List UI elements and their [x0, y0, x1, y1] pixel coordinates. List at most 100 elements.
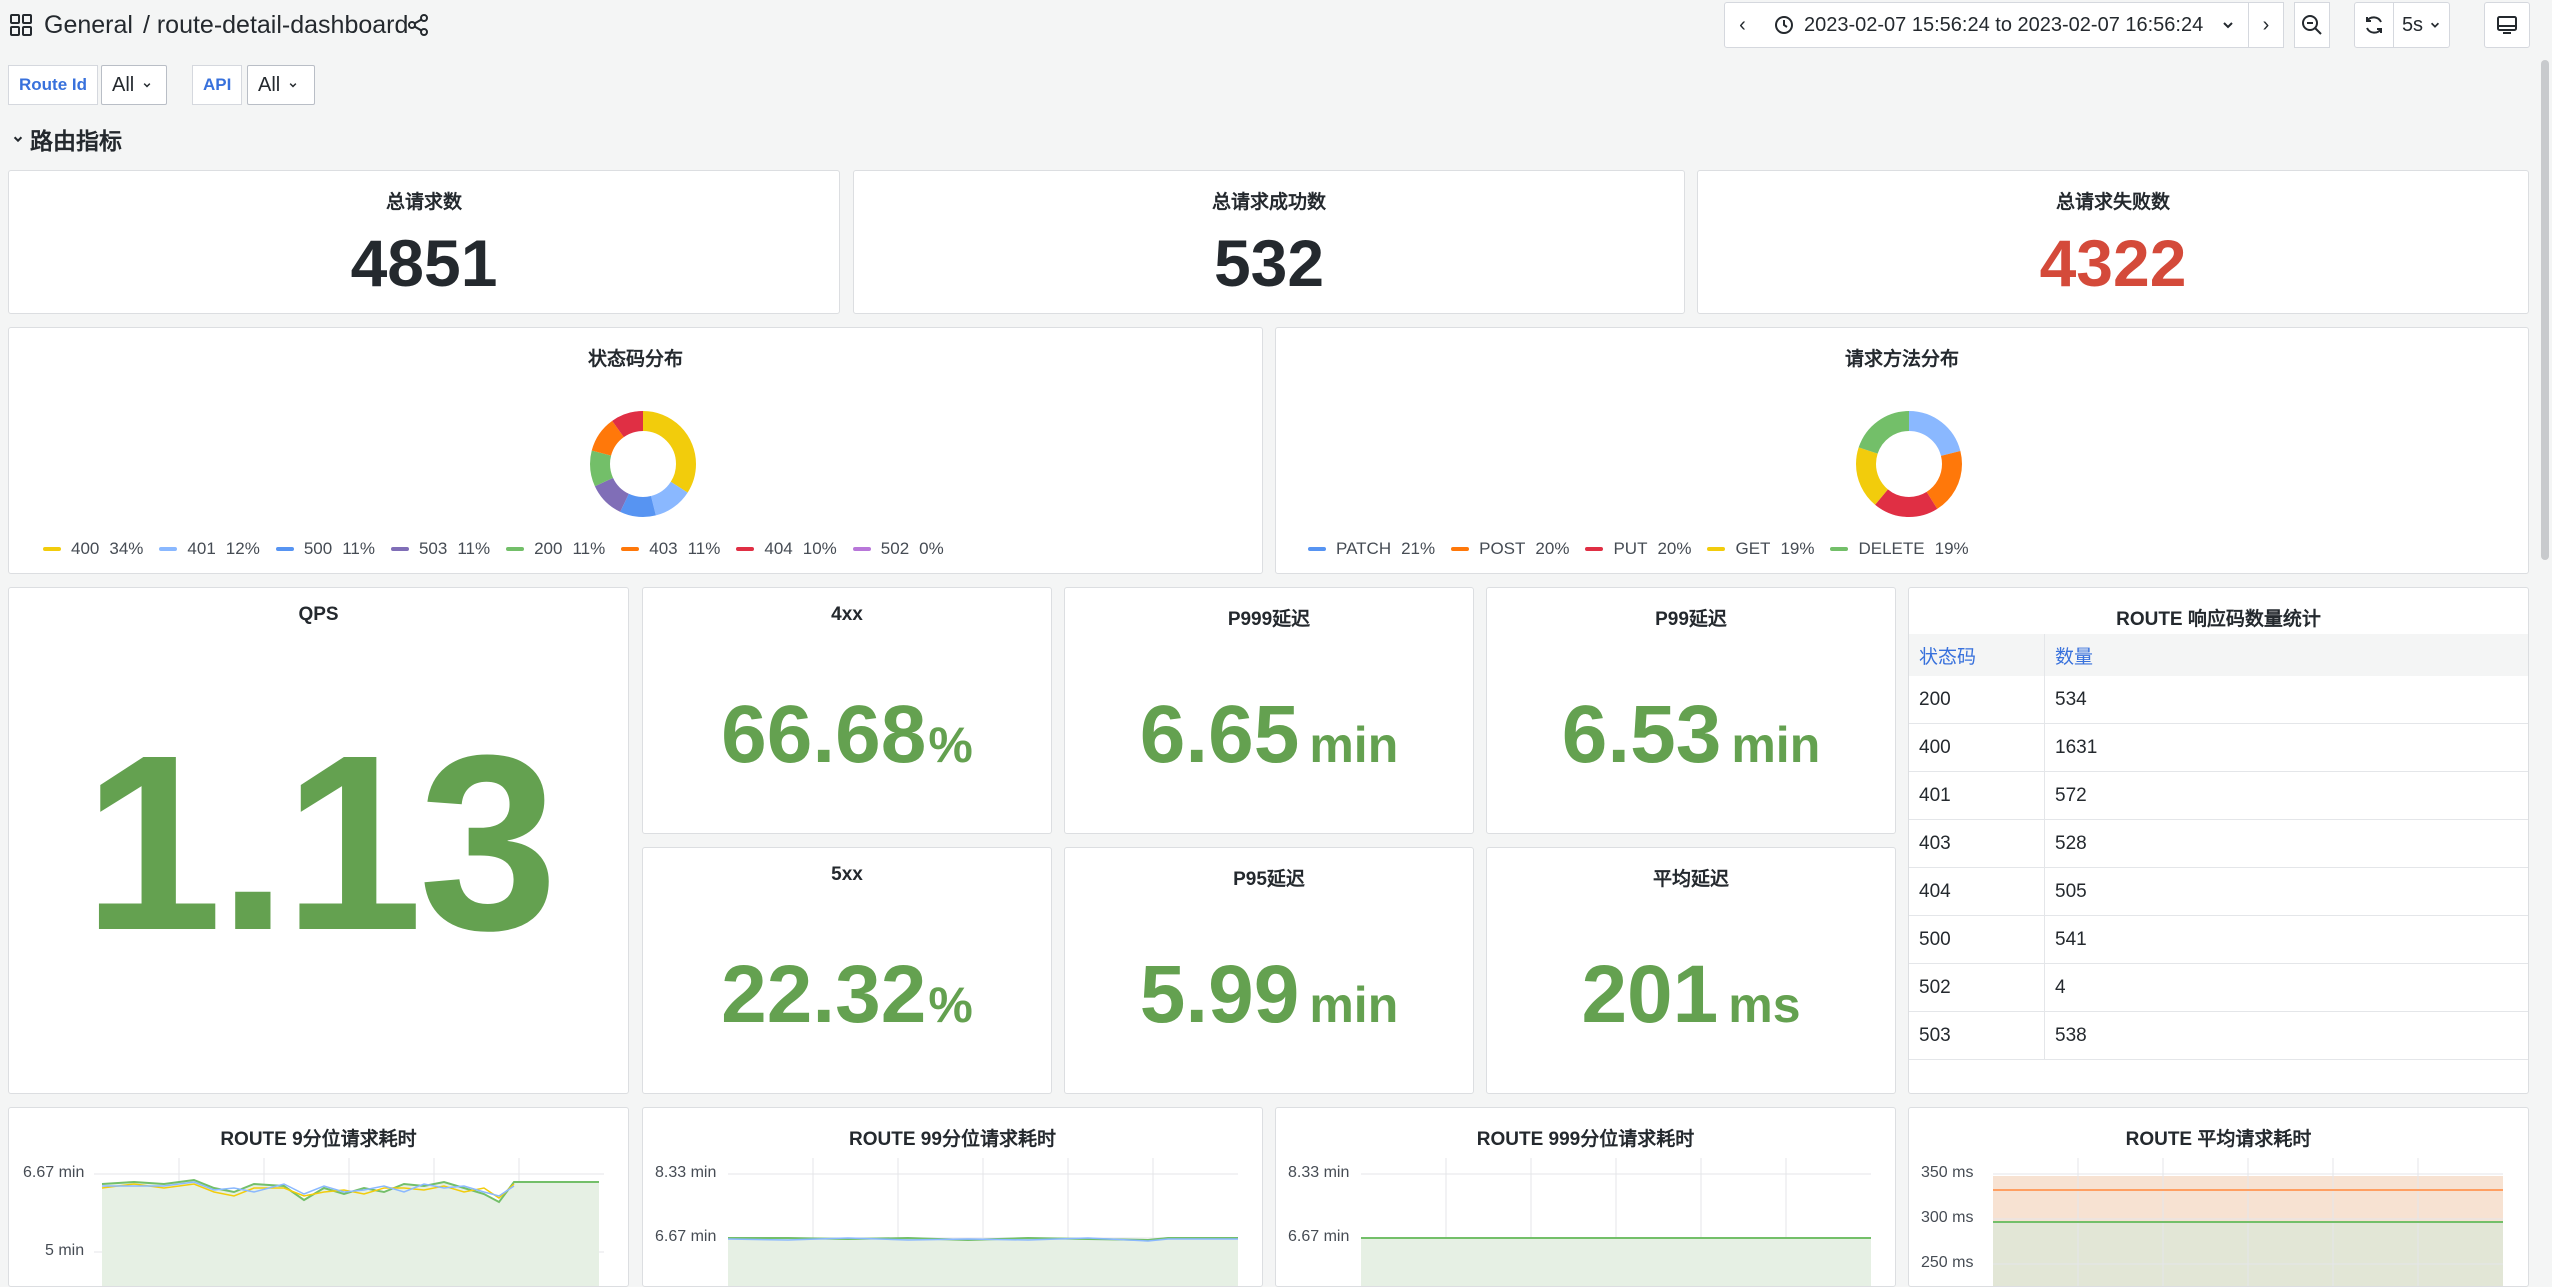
- legend-item[interactable]: PUT 20%: [1585, 539, 1691, 559]
- timeseries-plot[interactable]: [1361, 1158, 1871, 1287]
- column-header-count[interactable]: 数量: [2055, 646, 2094, 668]
- breadcrumb: General / route-detail-dashboard: [44, 11, 408, 40]
- variable-select-api[interactable]: All: [247, 65, 315, 105]
- cell-status: 403: [1909, 820, 2045, 867]
- cell-status: 503: [1909, 1012, 2045, 1059]
- refresh-interval-picker[interactable]: 5s: [2393, 2, 2450, 48]
- legend-name: DELETE: [1858, 539, 1925, 558]
- tv-mode-button[interactable]: [2484, 2, 2530, 48]
- legend-name: 404: [764, 539, 793, 558]
- y-tick-label: 8.33 min: [1288, 1164, 1350, 1181]
- apps-grid-icon[interactable]: [10, 14, 32, 36]
- time-range-picker[interactable]: 2023-02-07 15:56:24 to 2023-02-07 16:56:…: [1760, 2, 2248, 48]
- legend-pct: 20%: [1657, 539, 1692, 558]
- table-row: 404 505: [1909, 868, 2528, 916]
- legend-name: 403: [649, 539, 678, 558]
- monitor-icon: [2497, 16, 2517, 34]
- breadcrumb-dashboard[interactable]: / route-detail-dashboard: [142, 11, 409, 39]
- legend-swatch: [621, 547, 640, 551]
- legend-swatch: [390, 547, 409, 551]
- y-tick-label: 8.33 min: [655, 1164, 717, 1181]
- legend-swatch: [1308, 547, 1326, 551]
- stat-value: 4851: [350, 226, 498, 300]
- slice-200[interactable]: [590, 411, 696, 517]
- legend-item[interactable]: DELETE 19%: [1830, 539, 1969, 559]
- variable-value: All: [112, 73, 135, 96]
- panel-title: ROUTE 响应码数量统计: [2116, 609, 2321, 630]
- timeseries-plot[interactable]: [1985, 1158, 2505, 1287]
- stat-value-line: 66.68%: [643, 688, 1051, 782]
- legend-item[interactable]: 200 11%: [506, 539, 605, 559]
- panel-title: 请求方法分布: [1844, 349, 1959, 370]
- timeseries-plot[interactable]: [728, 1158, 1238, 1287]
- legend-item[interactable]: 500 11%: [275, 539, 375, 559]
- cell-count: 505: [2055, 880, 2087, 902]
- table-row: 503 538: [1909, 1012, 2528, 1060]
- chevron-down-icon: [2431, 22, 2440, 28]
- legend-item[interactable]: 502 0%: [852, 539, 944, 559]
- time-back-button[interactable]: ‹: [1724, 2, 1761, 48]
- chevron-down-icon: [289, 83, 297, 88]
- route-code-table: 状态码 数量 200 534 400 1631 401 572 403 528 404 5…: [1909, 634, 2528, 1060]
- cell-status: 400: [1909, 724, 2045, 771]
- legend-item[interactable]: 403 11%: [621, 539, 720, 559]
- legend-pct: 11%: [572, 539, 606, 558]
- panel-title: ROUTE 9分位请求耗时: [220, 1129, 417, 1150]
- legend-item[interactable]: 404 10%: [736, 539, 837, 559]
- legend-name: PATCH: [1336, 539, 1392, 558]
- slice-put[interactable]: [1856, 411, 1962, 517]
- stat-panel-total-requests: 总请求数 4851: [8, 170, 840, 314]
- series-line-2: [728, 1237, 1238, 1242]
- cell-count: 528: [2055, 832, 2087, 854]
- legend-swatch: [159, 547, 178, 551]
- refresh-button[interactable]: [2354, 2, 2394, 48]
- legend-swatch: [43, 547, 61, 551]
- slice-delete[interactable]: [1856, 411, 1962, 517]
- variable-select-route-id[interactable]: All: [101, 65, 167, 105]
- stat-value: 6.53: [1561, 689, 1722, 780]
- request-method-legend: PATCH 21% POST 20% PUT 20% GET 19% DELETE 19%: [1308, 539, 1969, 559]
- cell-count: 572: [2055, 784, 2087, 806]
- legend-item[interactable]: POST 20%: [1451, 539, 1569, 559]
- row-title: 路由指标: [30, 128, 122, 154]
- legend-item[interactable]: 400 34%: [43, 539, 143, 559]
- legend-item[interactable]: 401 12%: [159, 539, 260, 559]
- cell-status: 502: [1909, 964, 2045, 1011]
- share-icon[interactable]: [406, 13, 430, 37]
- legend-pct: 10%: [802, 539, 837, 558]
- stat-value: 1.13: [83, 703, 558, 982]
- stat-panel-4xx: 4xx 66.68%: [642, 587, 1052, 834]
- zoom-out-button[interactable]: [2294, 2, 2330, 48]
- time-forward-button[interactable]: ›: [2248, 2, 2284, 48]
- variable-label-api: API: [192, 65, 243, 105]
- table-row: 403 528: [1909, 820, 2528, 868]
- legend-name: PUT: [1613, 539, 1648, 558]
- panel-title: P999延迟: [1227, 609, 1311, 630]
- page-scrollbar[interactable]: [2541, 60, 2549, 560]
- legend-item[interactable]: GET 19%: [1707, 539, 1814, 559]
- stat-value: 66.68: [721, 689, 927, 780]
- time-range-text: 2023-02-07 15:56:24 to 2023-02-07 16:56:…: [1804, 13, 2204, 36]
- legend-item[interactable]: 503 11%: [390, 539, 490, 559]
- stat-unit: min: [1731, 717, 1821, 773]
- chevron-down-icon: [13, 136, 23, 143]
- stat-panel-avg-latency: 平均延迟 201 ms: [1486, 847, 1896, 1094]
- legend-pct: 11%: [342, 539, 375, 558]
- slice-404[interactable]: [590, 411, 696, 517]
- legend-name: 503: [418, 539, 448, 558]
- stat-value: 4322: [2039, 226, 2187, 300]
- breadcrumb-folder[interactable]: General: [44, 11, 133, 39]
- chevron-down-icon: [2223, 22, 2233, 29]
- panel-title: ROUTE 999分位请求耗时: [1476, 1129, 1695, 1150]
- stat-value-line: 6.53 min: [1487, 688, 1895, 782]
- slice-post[interactable]: [1856, 411, 1962, 517]
- cell-count: 1631: [2055, 736, 2098, 758]
- column-header-status[interactable]: 状态码: [1909, 634, 2045, 676]
- stat-panel-failed-requests: 总请求失败数 4322: [1697, 170, 2529, 314]
- slice-500[interactable]: [590, 411, 696, 517]
- series-area: [728, 1238, 1238, 1286]
- legend-item[interactable]: PATCH 21%: [1308, 539, 1435, 559]
- slice-get[interactable]: [1856, 411, 1962, 517]
- row-header[interactable]: 路由指标: [12, 122, 122, 156]
- timeseries-plot[interactable]: [94, 1158, 604, 1287]
